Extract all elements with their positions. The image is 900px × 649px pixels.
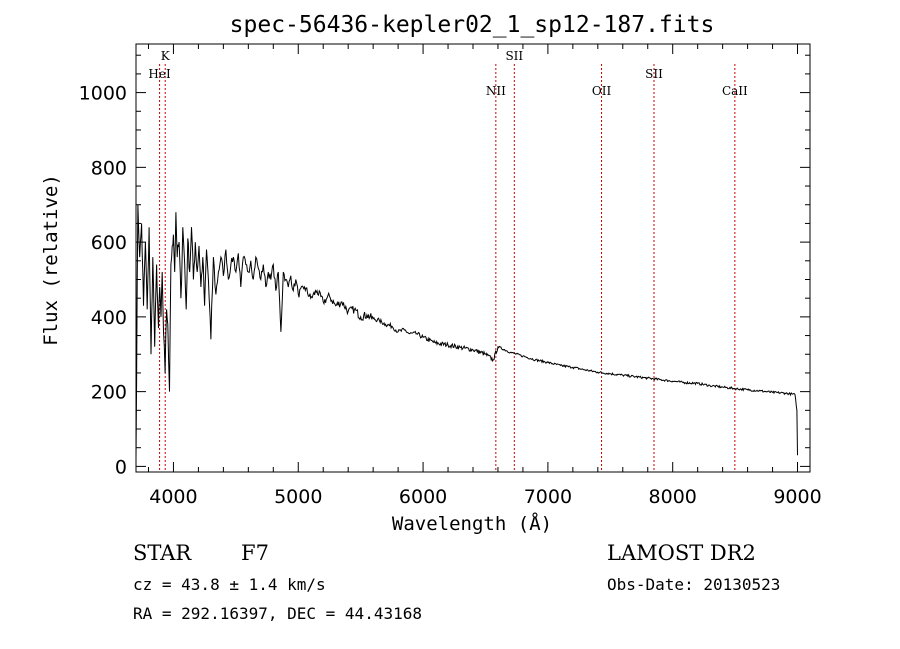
spectrum-line [135,204,798,459]
series-layer [135,204,798,459]
plot-border [135,43,811,473]
line-marker-label: NII [486,84,506,98]
line-marker-label: K [161,49,171,63]
line-marker-label: HeI [148,67,171,81]
survey-label: LAMOST DR2 [607,541,756,565]
spectral-subclass: F7 [241,541,269,565]
object-type: STAR [133,541,192,565]
x-tick-label: 7000 [524,486,572,508]
x-tick-label: 5000 [274,486,322,508]
line-marker-label: SII [645,67,663,81]
x-axis-ticks: 4000 5000 6000 7000 8000 9000 [147,44,822,508]
y-tick-label: 0 [115,456,127,478]
y-tick-label: 400 [91,307,127,329]
chart-title: spec-56436-kepler02_1_sp12-187.fits [230,12,715,38]
y-tick-label: 200 [91,382,127,404]
plot-frame [135,43,811,473]
y-tick-label: 800 [91,157,127,179]
spectral-line-markers: K HeI NII SII OII SII CaII [148,49,748,472]
x-axis-label: Wavelength (Å) [392,512,552,535]
x-tick-label: 9000 [773,486,821,508]
x-tick-label: 6000 [399,486,447,508]
y-axis-ticks: 0 200 400 600 800 1000 [79,54,810,478]
line-marker-label: OII [592,84,612,98]
line-marker-label: SII [505,49,523,63]
coordinates: RA = 292.16397, DEC = 44.43168 [133,604,422,623]
line-marker-label: CaII [722,84,748,98]
observation-date: Obs-Date: 20130523 [607,575,780,594]
redshift-velocity: cz = 43.8 ± 1.4 km/s [133,575,326,594]
x-tick-label: 8000 [649,486,697,508]
y-tick-label: 1000 [79,83,127,105]
x-tick-label: 4000 [149,486,197,508]
y-tick-label: 600 [91,232,127,254]
y-axis-label: Flux (relative) [40,174,62,346]
